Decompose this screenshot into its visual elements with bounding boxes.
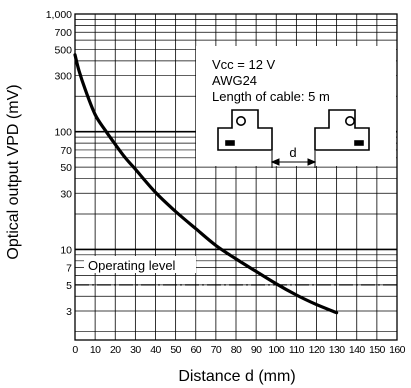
cable-annotation: Length of cable: 5 m <box>212 89 330 104</box>
x-tick-label: 140 <box>349 344 365 356</box>
y-tick-label: 10 <box>60 244 72 256</box>
y-tick-label: 3 <box>66 306 72 318</box>
y-tick-label: 30 <box>60 188 72 200</box>
x-tick-label: 160 <box>389 344 405 356</box>
left-sensor-drawing <box>217 109 273 151</box>
series-line-0 <box>73 53 339 315</box>
y-tick-label: 300 <box>54 71 72 83</box>
series-layer <box>73 53 339 315</box>
y-tick-label: 5 <box>66 280 72 292</box>
plot-frame <box>74 13 398 341</box>
y-tick-label: 7 <box>66 263 72 275</box>
annotation-box: Vcc = 12 V AWG24 Length of cable: 5 m d <box>196 46 396 168</box>
right-sensor-drawing <box>314 109 370 151</box>
operating-level-label: Operating level <box>84 256 196 273</box>
x-tick-label: 40 <box>150 344 161 356</box>
x-tick-label: 60 <box>191 344 202 356</box>
x-tick-label: 120 <box>309 344 325 356</box>
operating-level-label-bg <box>84 256 196 273</box>
y-tick-label: 1,000 <box>46 9 72 21</box>
operating-level-text: Operating level <box>88 258 176 273</box>
x-tick-label: 130 <box>329 344 345 356</box>
vcc-annotation: Vcc = 12 V <box>212 57 276 72</box>
x-tick-label: 10 <box>90 344 101 356</box>
x-tick-label: 110 <box>289 344 305 356</box>
x-tick-label: 0 <box>72 344 78 356</box>
distance-d-label: d <box>289 145 296 160</box>
y-tick-labels: 3 5 7 10 30 50 70 100 300 500 700 1,000 <box>46 9 72 318</box>
x-tick-labels: 0 10 20 30 40 50 60 70 80 90 100 110 120 130 140 150 160 <box>72 344 406 356</box>
x-tick-label: 20 <box>110 344 121 356</box>
x-tick-label: 100 <box>268 344 284 356</box>
x-tick-label: 80 <box>231 344 242 356</box>
y-axis-label: Optical output VPD (mV) <box>5 84 22 259</box>
y-tick-label: 100 <box>54 127 72 139</box>
wire-annotation: AWG24 <box>212 73 257 88</box>
x-tick-label: 50 <box>170 344 181 356</box>
y-tick-label: 500 <box>54 44 72 56</box>
y-tick-label: 700 <box>54 27 72 39</box>
x-tick-label: 90 <box>251 344 262 356</box>
x-tick-label: 70 <box>211 344 222 356</box>
x-axis-label: Distance d (mm) <box>178 368 295 385</box>
distance-dimension <box>270 151 317 168</box>
y-tick-label: 50 <box>60 162 72 174</box>
y-tick-label: 70 <box>60 145 72 157</box>
x-tick-label: 150 <box>369 344 385 356</box>
x-tick-label: 30 <box>130 344 141 356</box>
